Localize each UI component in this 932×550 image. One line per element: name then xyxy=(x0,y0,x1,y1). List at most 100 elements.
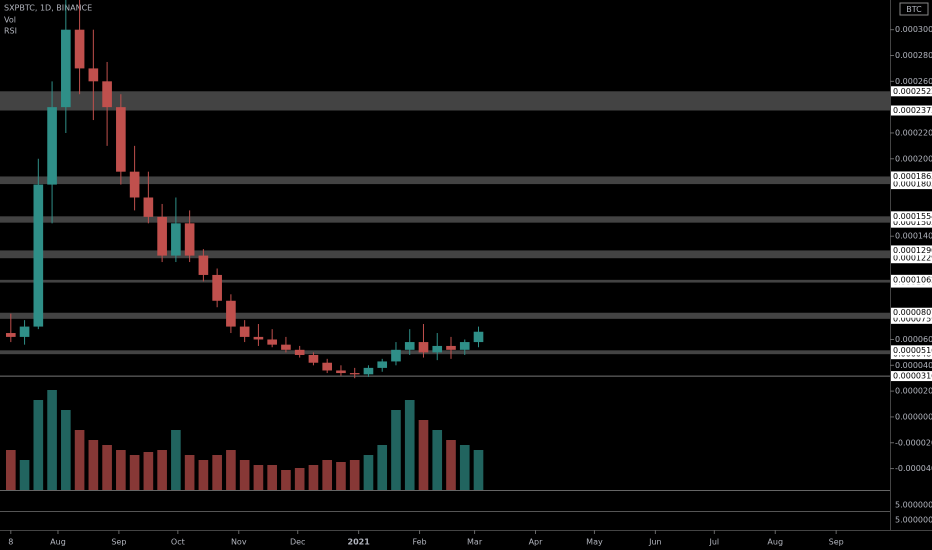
price-label-box xyxy=(891,253,932,264)
price-label: 0.00007599 xyxy=(893,314,932,323)
volume-bar xyxy=(157,450,167,490)
y-tick-label: 0.00014000 xyxy=(895,232,932,241)
x-tick-label: Dec xyxy=(290,538,305,547)
volume-bar xyxy=(432,430,443,490)
price-label: 0.00015050 xyxy=(893,218,932,227)
price-label-box xyxy=(891,86,932,97)
candle-body xyxy=(377,361,388,368)
candle-body xyxy=(116,107,126,172)
candle-body xyxy=(184,223,195,256)
candle-body xyxy=(336,370,346,374)
zone xyxy=(0,350,890,355)
price-label-box xyxy=(891,217,932,228)
volume-bar xyxy=(459,445,470,490)
candle-body xyxy=(102,81,112,108)
volume-bar xyxy=(349,460,360,490)
x-tick-label: Jun xyxy=(648,538,662,547)
volume-bar xyxy=(129,455,140,490)
volume-bar xyxy=(294,468,305,490)
candle-body xyxy=(281,344,291,350)
volume-bar xyxy=(212,455,222,490)
volume-bar xyxy=(418,420,429,490)
candle-body xyxy=(157,216,167,256)
y-tick-label: 0.00020000 xyxy=(895,154,932,163)
price-label-box xyxy=(891,313,932,324)
volume-bar xyxy=(267,465,277,490)
candle-body xyxy=(473,331,484,343)
price-label: 0.00018038 xyxy=(893,180,932,189)
volume-bar xyxy=(19,460,30,490)
zone xyxy=(0,312,890,319)
volume-bar xyxy=(61,410,71,490)
x-tick-label: Sep xyxy=(111,538,126,547)
price-label-box xyxy=(891,274,932,285)
volume-bar xyxy=(336,462,346,490)
zone xyxy=(0,279,890,283)
chart-title: SXPBTC, 1D, BINANCE xyxy=(4,4,92,13)
price-label: 0.00023739 xyxy=(893,106,932,115)
currency[interactable]: BTC xyxy=(906,5,922,14)
candle-body xyxy=(363,367,374,375)
y-tick-label: 0.00030000 xyxy=(895,25,932,34)
zone xyxy=(0,216,890,223)
zone xyxy=(0,250,890,259)
candle-body xyxy=(171,223,181,256)
price-label: 0.00018630 xyxy=(893,172,932,181)
x-tick-label: Nov xyxy=(231,538,247,547)
volume-bar xyxy=(5,450,16,490)
volume-bar xyxy=(281,470,291,490)
volume-bar xyxy=(74,430,85,490)
candle-body xyxy=(349,373,360,375)
volume-bar xyxy=(404,400,415,490)
price-label-box xyxy=(891,245,932,256)
volume-bar xyxy=(47,390,57,490)
candle-body xyxy=(267,339,277,345)
x-tick-label: May xyxy=(586,538,603,547)
candle-body xyxy=(322,362,333,371)
volume-bar xyxy=(363,455,374,490)
volume-bar xyxy=(446,440,456,490)
volume-bar xyxy=(116,450,126,490)
x-tick-label: 2021 xyxy=(348,538,371,547)
y-tick-label: 0.00022000 xyxy=(895,128,932,137)
x-tick-label: Aug xyxy=(767,538,783,547)
x-tick-label: Jul xyxy=(708,538,719,547)
price-label: 0.00010620 xyxy=(893,275,932,284)
rsi-label: 5.00000000 xyxy=(895,501,932,510)
volume-bar xyxy=(102,445,112,490)
volume-bar xyxy=(473,450,484,490)
candle-body xyxy=(212,274,222,301)
candle-body xyxy=(294,349,305,355)
indicator-label: RSI xyxy=(4,27,17,36)
candle-body xyxy=(198,255,209,275)
price-label: 0.00015541 xyxy=(893,212,932,221)
volume-bar xyxy=(226,450,236,490)
volume-bar xyxy=(33,400,44,490)
volume-bar xyxy=(198,460,209,490)
price-label: 0.00012900 xyxy=(893,246,932,255)
zone xyxy=(0,176,890,185)
volume-bar xyxy=(308,465,319,490)
x-tick-label: Oct xyxy=(171,538,185,547)
indicator-label: Vol xyxy=(4,16,16,25)
volume-bar xyxy=(377,445,388,490)
candle-body xyxy=(61,29,71,108)
volume-bar xyxy=(322,460,333,490)
y-tick-label: 0.00006000 xyxy=(895,335,932,344)
candle-body xyxy=(253,336,264,340)
candle-body xyxy=(308,354,319,363)
x-tick-label: Aug xyxy=(50,538,66,547)
volume-bar xyxy=(391,410,401,490)
y-tick-label: 0.00004000 xyxy=(895,361,932,370)
rsi-label: 5.00000000 xyxy=(895,516,932,525)
x-tick-label: Feb xyxy=(412,538,426,547)
candle-body xyxy=(404,342,415,350)
price-label-box xyxy=(891,179,932,190)
candle-body xyxy=(391,349,401,362)
candle-body xyxy=(88,68,99,82)
x-tick-label: Mar xyxy=(467,538,483,547)
y-tick-label: -0.00004000 xyxy=(895,464,932,473)
currency-box[interactable] xyxy=(899,2,929,16)
